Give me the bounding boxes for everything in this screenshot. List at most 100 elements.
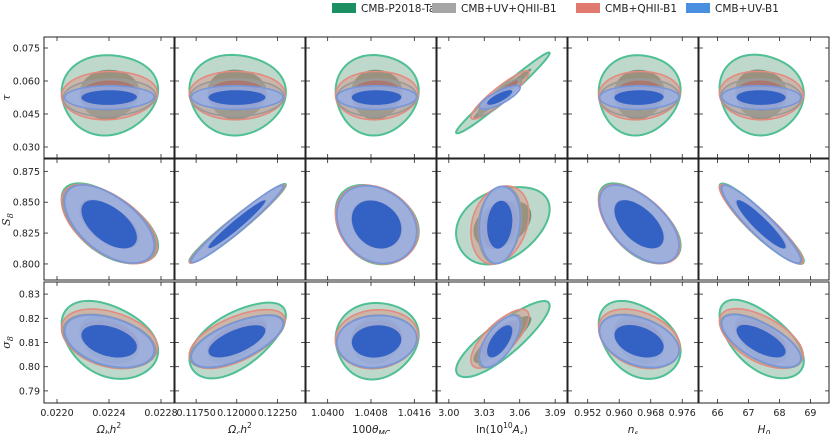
contour-68-cmb-uv-b1 — [736, 324, 786, 358]
x-tick-label: 0.952 — [574, 408, 601, 419]
panel-frame — [174, 36, 306, 159]
panel-0-0 — [43, 36, 175, 159]
y-tick-label: 0.075 — [13, 44, 40, 55]
x-tick-label: 0.976 — [669, 408, 696, 419]
legend: CMB-P2018-Tanh CMB+UV+QHII-B1 CMB+QHII-B1 C… — [332, 3, 779, 15]
contour-68-cmb-uv-b1 — [487, 200, 513, 249]
panel-frame — [567, 36, 699, 159]
x-tick-label: 67 — [742, 408, 754, 419]
legend-label: CMB+QHII-B1 — [605, 3, 677, 15]
x-tick-label: 1.0400 — [311, 408, 344, 419]
y-tick-label: 0.800 — [13, 259, 40, 270]
x-tick-label: 66 — [712, 408, 724, 419]
y-tick-label: 0.850 — [13, 198, 40, 209]
panel-1-4 — [567, 158, 699, 281]
x-tick-label: 0.0220 — [40, 408, 73, 419]
contour-68-cmb-uv-b1 — [736, 90, 786, 105]
y-tick-label: 0.825 — [13, 229, 40, 240]
x-tick-label: 0.12250 — [258, 408, 297, 419]
x-axis-label: 100θMC — [352, 424, 391, 434]
contour-68-cmb-uv-b1 — [208, 200, 266, 249]
contour-68-cmb-uv-b1 — [208, 325, 266, 358]
panel-1-3 — [436, 158, 568, 281]
contour-68-cmb-uv-b1 — [351, 325, 402, 358]
panel-frame — [567, 158, 699, 281]
contour-68-cmb-uv-b1 — [614, 200, 664, 249]
x-tick-label: 3.00 — [438, 408, 459, 419]
legend-label: CMB+UV-B1 — [715, 3, 779, 15]
contour-68-cmb-uv-b1 — [81, 325, 137, 358]
x-tick-label: 0.0228 — [144, 408, 177, 419]
panel-2-0 — [43, 281, 175, 404]
panel-0-1 — [174, 36, 306, 159]
x-tick-label: 0.968 — [637, 408, 664, 419]
panel-0-4 — [567, 36, 699, 159]
legend-label: CMB+UV+QHII-B1 — [461, 3, 557, 15]
legend-swatch — [686, 3, 710, 13]
legend-swatch — [576, 3, 600, 13]
y-axis-label: S8 — [0, 213, 15, 226]
panel-1-0 — [43, 158, 175, 281]
contour-68-cmb-uv-b1 — [81, 200, 137, 249]
panel-1-1 — [174, 158, 306, 281]
x-tick-label: 0.0224 — [92, 408, 125, 419]
y-tick-label: 0.875 — [13, 167, 40, 178]
contour-68-cmb-uv-b1 — [208, 90, 266, 105]
x-axes: 0.0220 0.0224 0.0228 Ωbh2 0.11750 0.12000 0.12… — [40, 408, 816, 434]
legend-label: CMB-P2018-Tanh — [361, 3, 449, 15]
legend-swatch — [432, 3, 456, 13]
legend-item: CMB+UV-B1 — [686, 3, 779, 15]
y-tick-label: 0.030 — [13, 143, 40, 154]
x-tick-label: 68 — [773, 408, 785, 419]
panel-1-2 — [305, 158, 437, 281]
y-tick-label: 0.79 — [19, 386, 40, 397]
y-axis-label: τ — [0, 94, 13, 101]
x-tick-label: 3.09 — [545, 408, 566, 419]
panel-0-2 — [305, 36, 437, 159]
legend-item: CMB-P2018-Tanh — [332, 3, 449, 15]
x-tick-label: 1.0416 — [398, 408, 431, 419]
panel-2-5 — [698, 281, 830, 404]
panel-2-2 — [305, 281, 437, 404]
y-tick-label: 0.060 — [13, 77, 40, 88]
contour-68-cmb-uv-b1 — [351, 90, 402, 105]
x-axis-label: ln(1010As) — [476, 421, 528, 434]
y-tick-label: 0.82 — [19, 314, 40, 325]
panel-1-5 — [698, 158, 830, 281]
panel-frame — [174, 158, 306, 281]
contour-68-cmb-uv-b1 — [81, 90, 137, 105]
x-tick-label: 0.960 — [606, 408, 633, 419]
x-tick-label: 1.0408 — [354, 408, 387, 419]
panel-2-1 — [174, 281, 306, 404]
panel-0-3 — [436, 36, 568, 159]
x-axis-label: Ωbh2 — [96, 421, 121, 434]
y-tick-label: 0.80 — [19, 362, 40, 373]
contour-68-cmb-uv-b1 — [351, 200, 402, 249]
y-tick-label: 0.81 — [19, 338, 40, 349]
y-tick-label: 0.83 — [19, 290, 40, 301]
panel-0-5 — [698, 36, 830, 159]
panel-2-3 — [436, 281, 568, 404]
panel-frame — [698, 158, 830, 281]
panel-2-4 — [567, 281, 699, 404]
x-tick-label: 0.12000 — [217, 408, 256, 419]
contour-68-cmb-uv-b1 — [736, 200, 786, 249]
legend-item: CMB+UV+QHII-B1 — [432, 3, 557, 15]
contour-68-cmb-uv-b1 — [614, 325, 664, 358]
legend-swatch — [332, 3, 356, 13]
y-tick-label: 0.045 — [13, 110, 40, 121]
panel-frame — [698, 36, 830, 159]
x-axis-label: Ωch2 — [227, 421, 252, 434]
x-axis-label: ns — [628, 424, 639, 434]
contour-68-cmb-uv-b1 — [487, 325, 513, 358]
panel-frame — [436, 36, 568, 159]
panel-frame — [436, 158, 568, 281]
panel-grid — [43, 36, 830, 404]
y-axis-label: σ8 — [0, 336, 15, 349]
x-axis-label: H0 — [758, 424, 771, 434]
x-tick-label: 0.11750 — [176, 408, 215, 419]
legend-item: CMB+QHII-B1 — [576, 3, 677, 15]
x-tick-label: 3.06 — [509, 408, 530, 419]
x-tick-label: 69 — [804, 408, 816, 419]
